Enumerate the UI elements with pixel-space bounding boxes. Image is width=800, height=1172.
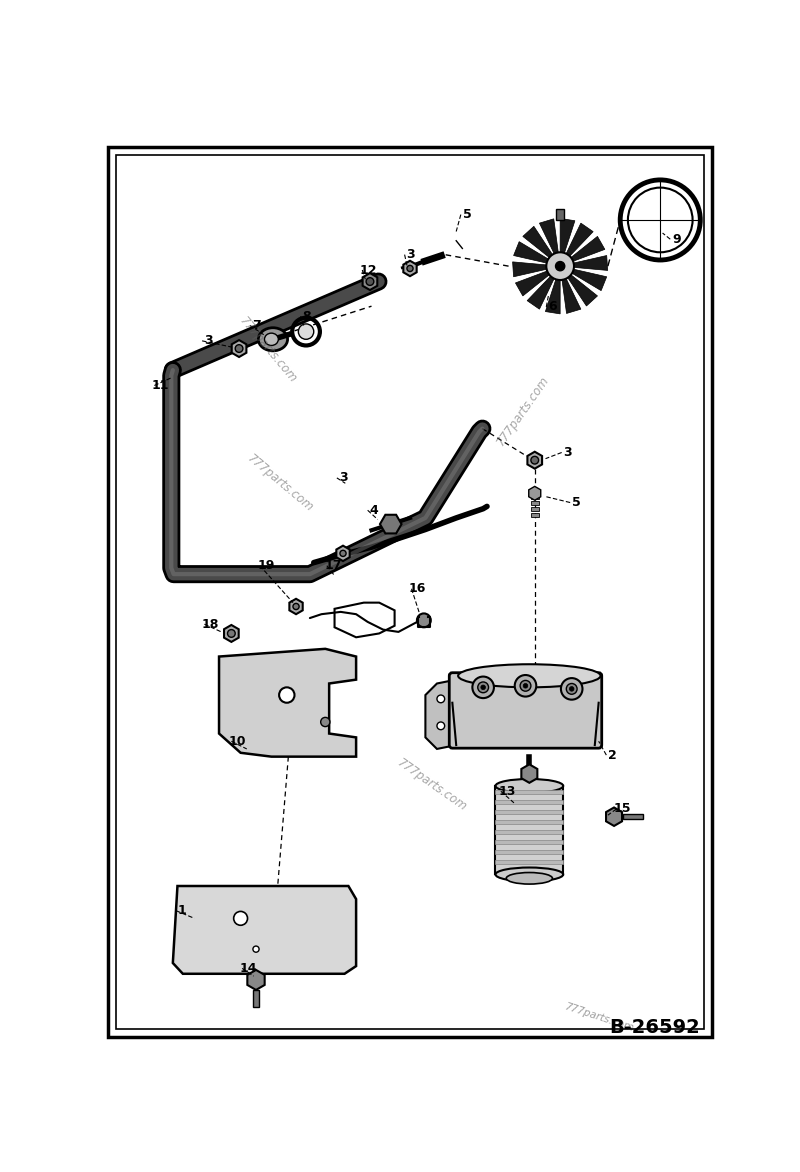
Circle shape <box>227 629 235 638</box>
Text: 10: 10 <box>229 735 246 748</box>
Bar <box>531 513 538 517</box>
Text: 777parts.com: 777parts.com <box>494 373 552 448</box>
Text: 8: 8 <box>302 309 311 322</box>
Polygon shape <box>568 274 598 306</box>
Circle shape <box>478 682 489 693</box>
Circle shape <box>366 278 374 286</box>
Text: 5: 5 <box>572 496 581 509</box>
Polygon shape <box>562 279 581 313</box>
Ellipse shape <box>265 333 278 346</box>
Text: 18: 18 <box>202 618 219 631</box>
Polygon shape <box>574 255 608 271</box>
Polygon shape <box>513 261 546 277</box>
Circle shape <box>279 687 294 703</box>
Polygon shape <box>514 241 548 263</box>
Bar <box>531 507 538 511</box>
Circle shape <box>235 345 243 353</box>
Text: 11: 11 <box>152 379 170 391</box>
Circle shape <box>472 676 494 699</box>
Circle shape <box>437 722 445 730</box>
Text: B-26592: B-26592 <box>610 1018 700 1037</box>
Polygon shape <box>515 271 550 295</box>
Polygon shape <box>571 237 605 261</box>
Text: 3: 3 <box>338 471 347 484</box>
Polygon shape <box>546 279 560 314</box>
Circle shape <box>340 551 346 557</box>
Text: 777parts.com: 777parts.com <box>394 756 469 813</box>
Text: 19: 19 <box>258 559 274 572</box>
Bar <box>531 500 538 505</box>
Text: 13: 13 <box>498 785 516 798</box>
Polygon shape <box>173 886 356 974</box>
Text: 3: 3 <box>406 248 415 261</box>
Text: 3: 3 <box>204 334 213 347</box>
Circle shape <box>566 683 577 694</box>
Bar <box>556 209 564 220</box>
Bar <box>495 790 563 795</box>
Bar <box>495 786 563 874</box>
Bar <box>495 810 563 815</box>
Bar <box>495 860 563 865</box>
Circle shape <box>481 684 486 689</box>
Bar <box>623 815 642 819</box>
Text: 17: 17 <box>324 559 342 572</box>
Polygon shape <box>523 226 553 258</box>
Bar <box>495 850 563 854</box>
Text: 12: 12 <box>360 264 377 277</box>
Bar <box>495 830 563 834</box>
Circle shape <box>570 687 574 691</box>
Ellipse shape <box>495 779 563 792</box>
Polygon shape <box>527 277 554 309</box>
Circle shape <box>437 695 445 703</box>
Text: 777parts.com: 777parts.com <box>563 1001 634 1033</box>
Circle shape <box>514 675 536 696</box>
Bar <box>531 495 538 499</box>
Polygon shape <box>566 223 593 257</box>
Text: 4: 4 <box>370 504 378 517</box>
Text: 7: 7 <box>252 319 260 332</box>
Polygon shape <box>560 218 575 253</box>
Bar <box>495 799 563 804</box>
Text: 15: 15 <box>614 803 631 816</box>
Polygon shape <box>426 680 456 749</box>
Circle shape <box>417 613 430 627</box>
Ellipse shape <box>458 665 601 687</box>
Text: 6: 6 <box>548 300 557 313</box>
Text: 9: 9 <box>672 233 681 246</box>
Text: 3: 3 <box>563 447 572 459</box>
Ellipse shape <box>258 328 287 350</box>
Polygon shape <box>539 219 558 253</box>
Polygon shape <box>219 649 356 757</box>
Circle shape <box>407 265 413 272</box>
Ellipse shape <box>506 872 553 884</box>
Circle shape <box>531 456 538 464</box>
Circle shape <box>520 681 531 691</box>
Bar <box>495 819 563 824</box>
Text: 16: 16 <box>409 582 426 595</box>
Circle shape <box>293 604 299 609</box>
Bar <box>495 840 563 844</box>
Circle shape <box>234 912 247 925</box>
Text: 777parts.com: 777parts.com <box>237 315 299 387</box>
Text: 2: 2 <box>608 749 617 762</box>
Circle shape <box>546 252 574 280</box>
Text: 1: 1 <box>178 904 186 918</box>
Circle shape <box>321 717 330 727</box>
FancyBboxPatch shape <box>450 673 602 748</box>
Text: 5: 5 <box>462 209 471 222</box>
Circle shape <box>253 946 259 952</box>
Circle shape <box>523 683 528 688</box>
Polygon shape <box>572 270 606 291</box>
Bar <box>254 990 258 1007</box>
Text: 14: 14 <box>239 962 257 975</box>
Circle shape <box>561 679 582 700</box>
Ellipse shape <box>495 867 563 881</box>
Circle shape <box>298 323 314 340</box>
Circle shape <box>555 261 565 271</box>
Text: 777parts.com: 777parts.com <box>245 452 315 515</box>
